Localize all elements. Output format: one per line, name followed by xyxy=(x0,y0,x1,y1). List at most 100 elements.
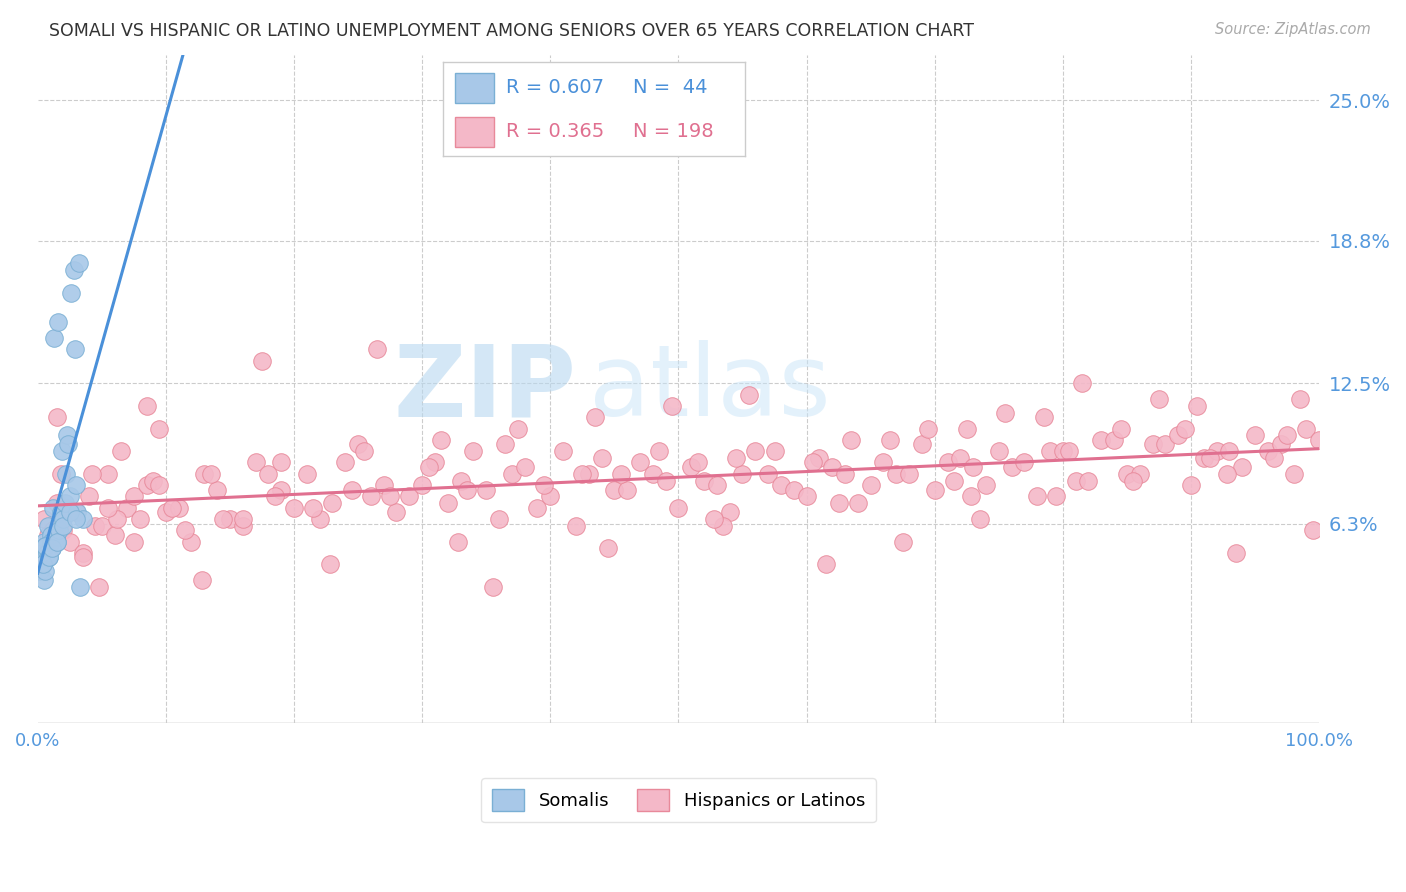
Point xyxy=(60,285,83,300)
Point xyxy=(366,343,388,357)
Point xyxy=(475,483,498,497)
Point xyxy=(846,496,869,510)
Point xyxy=(59,489,82,503)
Point xyxy=(37,550,59,565)
Bar xyxy=(456,117,495,147)
Point xyxy=(879,433,901,447)
Point xyxy=(1180,478,1202,492)
Point xyxy=(97,467,120,481)
Point xyxy=(212,512,235,526)
Point xyxy=(41,541,63,556)
Point xyxy=(1205,444,1227,458)
Point xyxy=(987,444,1010,458)
Point xyxy=(295,467,318,481)
Point xyxy=(193,467,215,481)
Point xyxy=(32,512,55,526)
Point xyxy=(418,460,440,475)
Point xyxy=(347,437,370,451)
Point xyxy=(1302,524,1324,538)
Point xyxy=(959,489,981,503)
Point xyxy=(65,505,87,519)
Point xyxy=(596,541,619,556)
Point xyxy=(90,518,112,533)
Point xyxy=(1147,392,1170,406)
Point xyxy=(1045,489,1067,503)
Point xyxy=(66,505,89,519)
Point xyxy=(45,410,67,425)
Point xyxy=(447,534,470,549)
Text: ZIP: ZIP xyxy=(394,341,576,437)
Point xyxy=(718,505,741,519)
Point xyxy=(270,483,292,497)
Point xyxy=(1109,421,1132,435)
Point xyxy=(859,478,882,492)
Point xyxy=(105,512,128,526)
Point xyxy=(450,474,472,488)
Point xyxy=(205,483,228,497)
Point xyxy=(257,467,280,481)
Point xyxy=(1032,410,1054,425)
Point xyxy=(89,580,111,594)
Point xyxy=(49,505,72,519)
Point xyxy=(942,474,965,488)
Point xyxy=(538,489,561,503)
Point xyxy=(1263,450,1285,465)
Point xyxy=(51,444,73,458)
Point xyxy=(148,421,170,435)
Point xyxy=(1154,437,1177,451)
Point xyxy=(373,478,395,492)
Point xyxy=(1090,433,1112,447)
Point xyxy=(628,455,651,469)
Point xyxy=(533,478,555,492)
Point xyxy=(52,512,75,526)
Point xyxy=(583,410,606,425)
Point xyxy=(430,433,453,447)
Point xyxy=(827,496,849,510)
Point xyxy=(263,489,285,503)
Point xyxy=(39,534,62,549)
Point xyxy=(731,467,754,481)
Point xyxy=(808,450,831,465)
Point xyxy=(911,437,934,451)
Point xyxy=(994,406,1017,420)
Point xyxy=(49,467,72,481)
Point xyxy=(122,534,145,549)
Point xyxy=(603,483,626,497)
Point xyxy=(974,478,997,492)
Point xyxy=(77,489,100,503)
Point xyxy=(891,534,914,549)
Text: N = 198: N = 198 xyxy=(633,122,714,141)
Point xyxy=(763,444,786,458)
Point xyxy=(52,524,75,538)
Point xyxy=(42,500,65,515)
Point xyxy=(591,450,613,465)
Point xyxy=(53,496,76,510)
Point xyxy=(34,564,56,578)
Point xyxy=(1000,460,1022,475)
Point xyxy=(148,478,170,492)
Point xyxy=(1225,546,1247,560)
Point xyxy=(1282,467,1305,481)
Point xyxy=(769,478,792,492)
Point xyxy=(62,263,84,277)
Point xyxy=(898,467,921,481)
Point xyxy=(725,450,748,465)
Point xyxy=(319,558,342,572)
Point xyxy=(1289,392,1312,406)
Point xyxy=(1257,444,1279,458)
Point xyxy=(41,541,63,556)
Point xyxy=(135,478,157,492)
Point xyxy=(1216,467,1239,481)
Point xyxy=(190,573,212,587)
Point xyxy=(200,467,222,481)
Point xyxy=(45,534,67,549)
Text: SOMALI VS HISPANIC OR LATINO UNEMPLOYMENT AMONG SENIORS OVER 65 YEARS CORRELATIO: SOMALI VS HISPANIC OR LATINO UNEMPLOYMEN… xyxy=(49,22,974,40)
Point xyxy=(44,331,66,345)
Point xyxy=(668,500,690,515)
Point xyxy=(321,496,343,510)
Point xyxy=(232,518,254,533)
Point xyxy=(1244,428,1267,442)
Point xyxy=(55,467,77,481)
Point xyxy=(513,460,536,475)
Point xyxy=(52,518,75,533)
